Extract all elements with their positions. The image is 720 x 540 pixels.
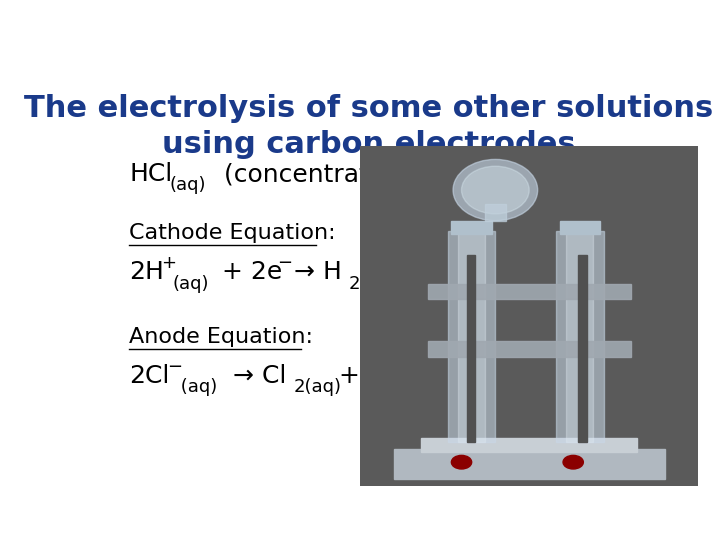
Bar — [421, 438, 637, 452]
Text: → H: → H — [287, 260, 342, 284]
Bar — [578, 255, 587, 442]
Text: + 2e: + 2e — [214, 260, 282, 284]
Bar — [567, 231, 593, 442]
Text: + 2e: + 2e — [331, 364, 400, 388]
Bar — [467, 255, 475, 442]
Ellipse shape — [453, 159, 538, 221]
Ellipse shape — [451, 455, 472, 469]
Text: 2(g): 2(g) — [348, 274, 385, 293]
Text: (aq): (aq) — [175, 379, 217, 396]
Text: → Cl: → Cl — [225, 364, 287, 388]
Text: −: − — [392, 358, 407, 376]
Bar — [557, 231, 603, 442]
Bar — [428, 284, 631, 299]
Ellipse shape — [462, 166, 529, 214]
Text: (aq): (aq) — [170, 177, 207, 194]
Text: 2Cl: 2Cl — [129, 364, 169, 388]
Text: (aq): (aq) — [173, 274, 209, 293]
Text: −: − — [167, 358, 182, 376]
Text: The electrolysis of some other solutions
using carbon electrodes: The electrolysis of some other solutions… — [24, 94, 714, 159]
Bar — [451, 221, 492, 234]
Text: 2H: 2H — [129, 260, 164, 284]
Text: Anode Equation:: Anode Equation: — [129, 327, 313, 347]
Text: HCl: HCl — [129, 162, 172, 186]
Bar — [394, 449, 665, 479]
Bar — [448, 231, 495, 442]
Ellipse shape — [563, 455, 583, 469]
Bar — [458, 231, 485, 442]
Bar — [428, 341, 631, 357]
Text: Cathode Equation:: Cathode Equation: — [129, 224, 336, 244]
Bar — [485, 204, 505, 221]
Text: +: + — [161, 254, 176, 272]
Text: 2(aq): 2(aq) — [294, 379, 342, 396]
Text: −: − — [277, 254, 292, 272]
Text: (concentrated): (concentrated) — [215, 162, 409, 186]
Bar — [559, 221, 600, 234]
